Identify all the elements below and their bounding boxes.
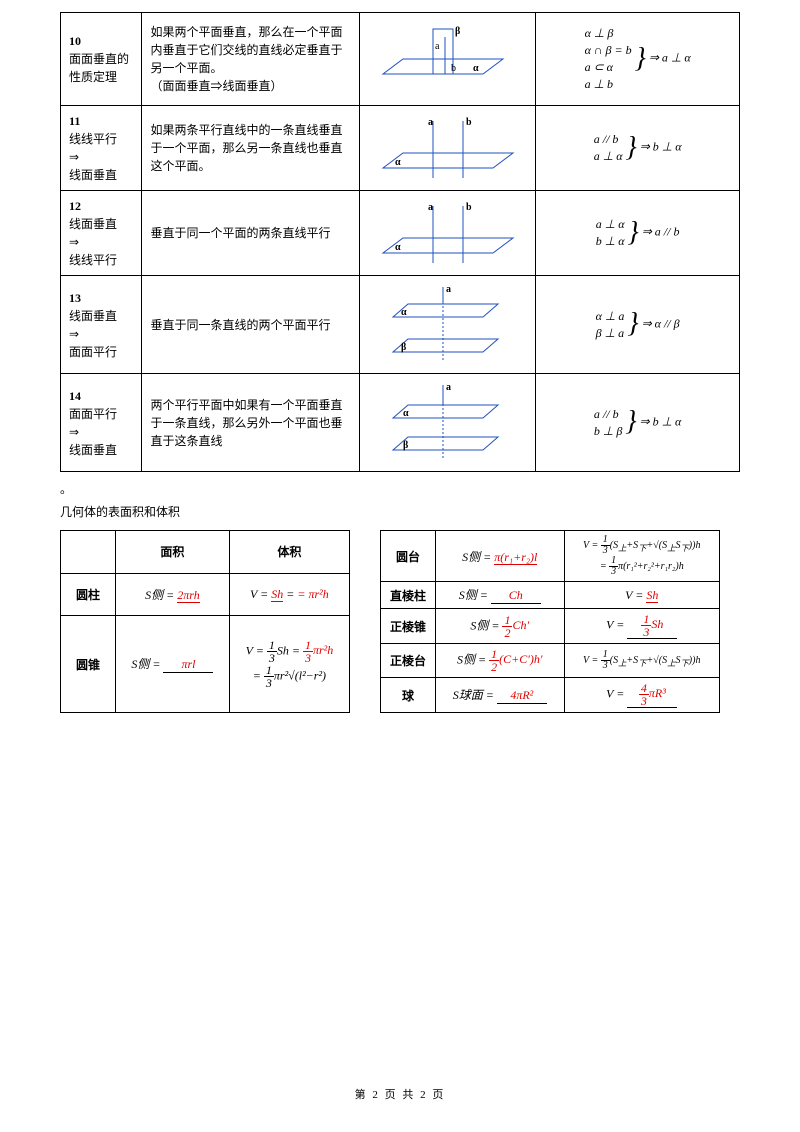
svg-text:b: b: [451, 63, 456, 74]
theorem-title: 线面垂直 ⇒ 面面平行: [69, 309, 117, 359]
row-cone: 圆锥 S侧 = πrl V = 13Sh = 13πr²h = 13πr²√(l…: [61, 616, 350, 713]
svg-text:a: a: [446, 382, 451, 393]
theorem-diagram: a b α: [359, 191, 536, 276]
theorem-formula: a ⊥ αb ⊥ α } ⇒ a // b: [536, 191, 740, 276]
vol-cell: V = 13(S上+S下+√(S上S下))h= 13π(r₁²+r₂²+r₁r₂…: [564, 531, 719, 582]
theorems-table: 10 面面垂直的 性质定理 如果两个平面垂直，那么在一个平面内垂直于它们交线的直线…: [60, 12, 740, 472]
vol-cell: V = 13(S上+S下+√(S上S下))h: [564, 644, 719, 678]
svg-text:β: β: [403, 440, 408, 451]
theorem-diagram: a α β: [359, 276, 536, 374]
svg-text:b: b: [466, 202, 472, 213]
shape-name: 圆柱: [61, 573, 116, 616]
theorem-title: 面面垂直的 性质定理: [69, 52, 129, 84]
row-frustum-cone: 圆台 S侧 = π(r₁+r₂)l V = 13(S上+S下+√(S上S下))h…: [381, 531, 720, 582]
svg-text:α: α: [401, 307, 407, 318]
shape-name: 圆锥: [61, 616, 116, 713]
area-cell: S侧 = πrl: [116, 616, 230, 713]
formulas-row: 面积 体积 圆柱 S侧 = 2πrh V = Sh = = πr²h 圆锥 S侧…: [60, 530, 740, 713]
theorem-num: 14: [69, 389, 81, 403]
vol-cell: V = Sh: [564, 582, 719, 609]
shape-name: 圆台: [381, 531, 436, 582]
row-pyramid: 正棱锥 S侧 = 12Ch′ V = 13Sh: [381, 609, 720, 644]
right-formula-table: 圆台 S侧 = π(r₁+r₂)l V = 13(S上+S下+√(S上S下))h…: [380, 530, 720, 713]
theorem-row-13: 13 线面垂直 ⇒ 面面平行 垂直于同一条直线的两个平面平行 a α β α ⊥ …: [61, 276, 740, 374]
theorem-row-11: 11 线线平行 ⇒ 线面垂直 如果两条平行直线中的一条直线垂直于一个平面，那么另一…: [61, 106, 740, 191]
row-sphere: 球 S球面 = 4πR² V = 43πR³: [381, 678, 720, 713]
svg-text:β: β: [455, 26, 460, 37]
diagram-11: a b α: [373, 113, 523, 183]
area-cell: S侧 = 2πrh: [116, 573, 230, 616]
theorem-title: 线面垂直 ⇒ 线线平行: [69, 217, 117, 267]
theorem-desc: 如果两条平行直线中的一条直线垂直于一个平面，那么另一条直线也垂直这个平面。: [142, 106, 359, 191]
diagram-10: β b α a: [373, 19, 523, 99]
theorem-diagram: a b α: [359, 106, 536, 191]
theorem-num: 10: [69, 34, 81, 48]
area-cell: S侧 = Ch: [436, 582, 565, 609]
svg-text:β: β: [401, 342, 406, 353]
svg-text:α: α: [395, 242, 401, 253]
svg-text:b: b: [466, 117, 472, 128]
svg-text:a: a: [428, 202, 433, 213]
theorem-num: 13: [69, 291, 81, 305]
area-cell: S侧 = π(r₁+r₂)l: [436, 531, 565, 582]
diagram-13: a α β: [373, 282, 523, 367]
theorem-num: 12: [69, 199, 81, 213]
theorem-diagram: a α β: [359, 374, 536, 472]
svg-text:α: α: [395, 157, 401, 168]
row-prism: 直棱柱 S侧 = Ch V = Sh: [381, 582, 720, 609]
area-cell: S球面 = 4πR²: [436, 678, 565, 713]
theorem-row-14: 14 面面平行 ⇒ 线面垂直 两个平行平面中如果有一个平面垂直于一条直线，那么另外…: [61, 374, 740, 472]
theorem-title: 面面平行 ⇒ 线面垂直: [69, 407, 117, 457]
row-frustum-pyramid: 正棱台 S侧 = 12(C+C′)h′ V = 13(S上+S下+√(S上S下)…: [381, 644, 720, 678]
vol-cell: V = 13Sh = 13πr²h = 13πr²√(l²−r²): [229, 616, 349, 713]
vol-cell: V = Sh = = πr²h: [229, 573, 349, 616]
diagram-12: a b α: [373, 198, 523, 268]
theorem-formula: a // ba ⊥ α } ⇒ b ⊥ α: [536, 106, 740, 191]
page-footer: 第 2 页 共 2 页: [60, 1086, 740, 1102]
theorem-desc: 垂直于同一个平面的两条直线平行: [142, 191, 359, 276]
svg-text:α: α: [403, 408, 409, 419]
shape-name: 正棱锥: [381, 609, 436, 644]
svg-text:α: α: [473, 63, 479, 74]
svg-text:a: a: [428, 117, 433, 128]
svg-text:a: a: [435, 41, 440, 52]
area-cell: S侧 = 12(C+C′)h′: [436, 644, 565, 678]
bullet: 。: [60, 480, 740, 497]
theorem-desc: 如果两个平面垂直，那么在一个平面内垂直于它们交线的直线必定垂直于另一个平面。 （…: [142, 13, 359, 106]
theorem-diagram: β b α a: [359, 13, 536, 106]
col-header: [61, 531, 116, 574]
left-formula-table: 面积 体积 圆柱 S侧 = 2πrh V = Sh = = πr²h 圆锥 S侧…: [60, 530, 350, 713]
area-cell: S侧 = 12Ch′: [436, 609, 565, 644]
theorem-title: 线线平行 ⇒ 线面垂直: [69, 132, 117, 182]
svg-text:a: a: [446, 284, 451, 295]
theorem-formula: a // bb ⊥ β } ⇒ b ⊥ α: [536, 374, 740, 472]
theorem-label: 10 面面垂直的 性质定理: [61, 13, 142, 106]
section-title: 几何体的表面积和体积: [60, 503, 740, 520]
shape-name: 正棱台: [381, 644, 436, 678]
theorem-row-10: 10 面面垂直的 性质定理 如果两个平面垂直，那么在一个平面内垂直于它们交线的直线…: [61, 13, 740, 106]
theorem-num: 11: [69, 114, 80, 128]
theorem-desc: 两个平行平面中如果有一个平面垂直于一条直线，那么另外一个平面也垂直于这条直线: [142, 374, 359, 472]
shape-name: 直棱柱: [381, 582, 436, 609]
theorem-formula: α ⊥ βα ∩ β = ba ⊂ αa ⊥ b } ⇒ a ⊥ α: [536, 13, 740, 106]
vol-cell: V = 13Sh: [564, 609, 719, 644]
row-cylinder: 圆柱 S侧 = 2πrh V = Sh = = πr²h: [61, 573, 350, 616]
vol-cell: V = 43πR³: [564, 678, 719, 713]
col-header-area: 面积: [116, 531, 230, 574]
shape-name: 球: [381, 678, 436, 713]
theorem-desc: 垂直于同一条直线的两个平面平行: [142, 276, 359, 374]
theorem-row-12: 12 线面垂直 ⇒ 线线平行 垂直于同一个平面的两条直线平行 a b α a ⊥ …: [61, 191, 740, 276]
theorem-formula: α ⊥ aβ ⊥ a } ⇒ α // β: [536, 276, 740, 374]
col-header-volume: 体积: [229, 531, 349, 574]
diagram-14: a α β: [373, 380, 523, 465]
